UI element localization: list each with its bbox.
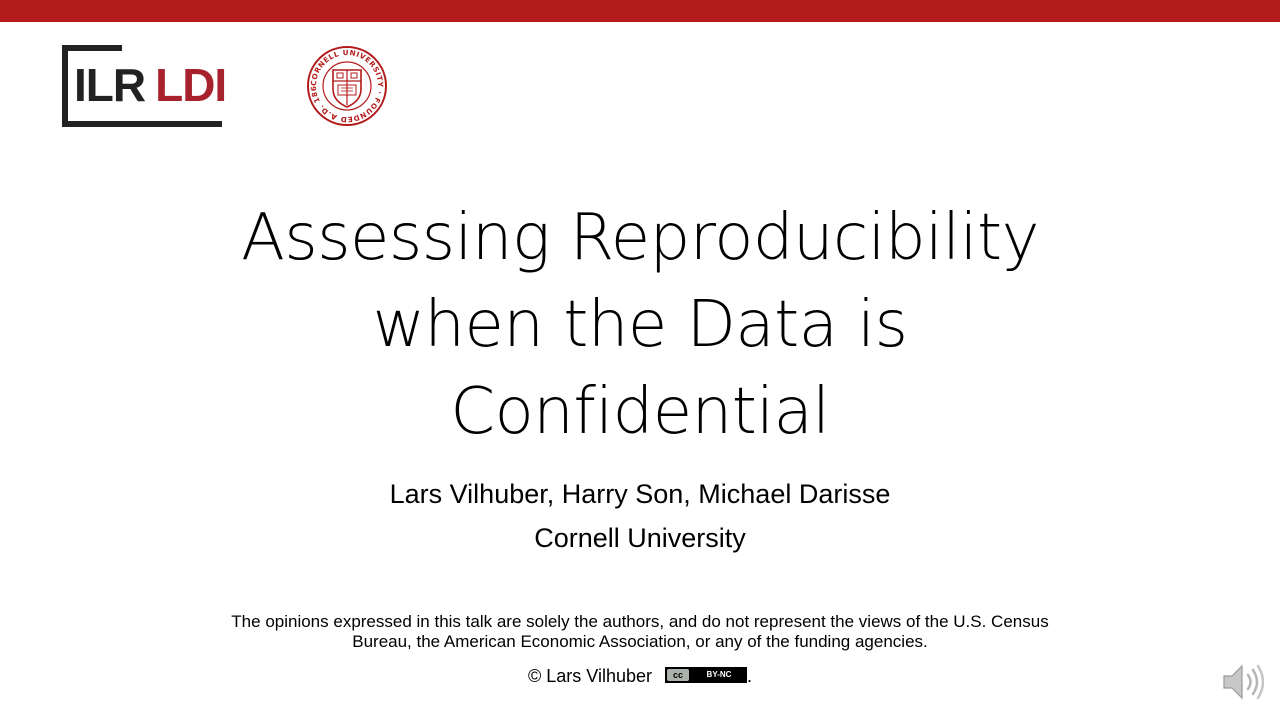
logo-bracket-left (62, 45, 68, 127)
authors: Lars Vilhuber, Harry Son, Michael Dariss… (389, 479, 891, 509)
license-period: . (747, 666, 753, 686)
logo-bracket-top (62, 45, 122, 51)
slide-title: Assessing Reproducibility when the Data i… (140, 195, 1140, 456)
cc-icon: cc (667, 669, 689, 682)
copyright-line: © Lars Vilhuber cc BY-NC . (400, 664, 880, 688)
slide-title-line-1: Assessing Reproducibility (241, 201, 1039, 275)
logo-bracket-bottom (62, 121, 222, 127)
cc-license-label: BY-NC (706, 670, 732, 680)
top-accent-bar (0, 0, 1280, 22)
slide-title-line-3: Confidential (450, 375, 830, 449)
logo-text: ILR LDI (74, 59, 227, 111)
cc-license-badge[interactable]: cc BY-NC (665, 667, 747, 684)
disclaimer-line-1: The opinions expressed in this talk are … (231, 612, 1049, 631)
disclaimer-line-2: Bureau, the American Economic Associatio… (352, 632, 928, 651)
disclaimer: The opinions expressed in this talk are … (150, 612, 1130, 652)
logo-ldi-text: LDI (155, 59, 227, 111)
copyright-text: © Lars Vilhuber (527, 666, 652, 686)
logo-ilr-text: ILR (74, 59, 146, 111)
speaker-icon[interactable] (1220, 660, 1264, 704)
affiliation: Cornell University (534, 523, 746, 553)
ilr-ldi-logo: ILR LDI (62, 45, 262, 128)
slide-title-line-2: when the Data is (372, 288, 908, 362)
cornell-seal: CORNELL UNIVERSITY · FOUNDED A.D. 1865 (306, 45, 387, 126)
